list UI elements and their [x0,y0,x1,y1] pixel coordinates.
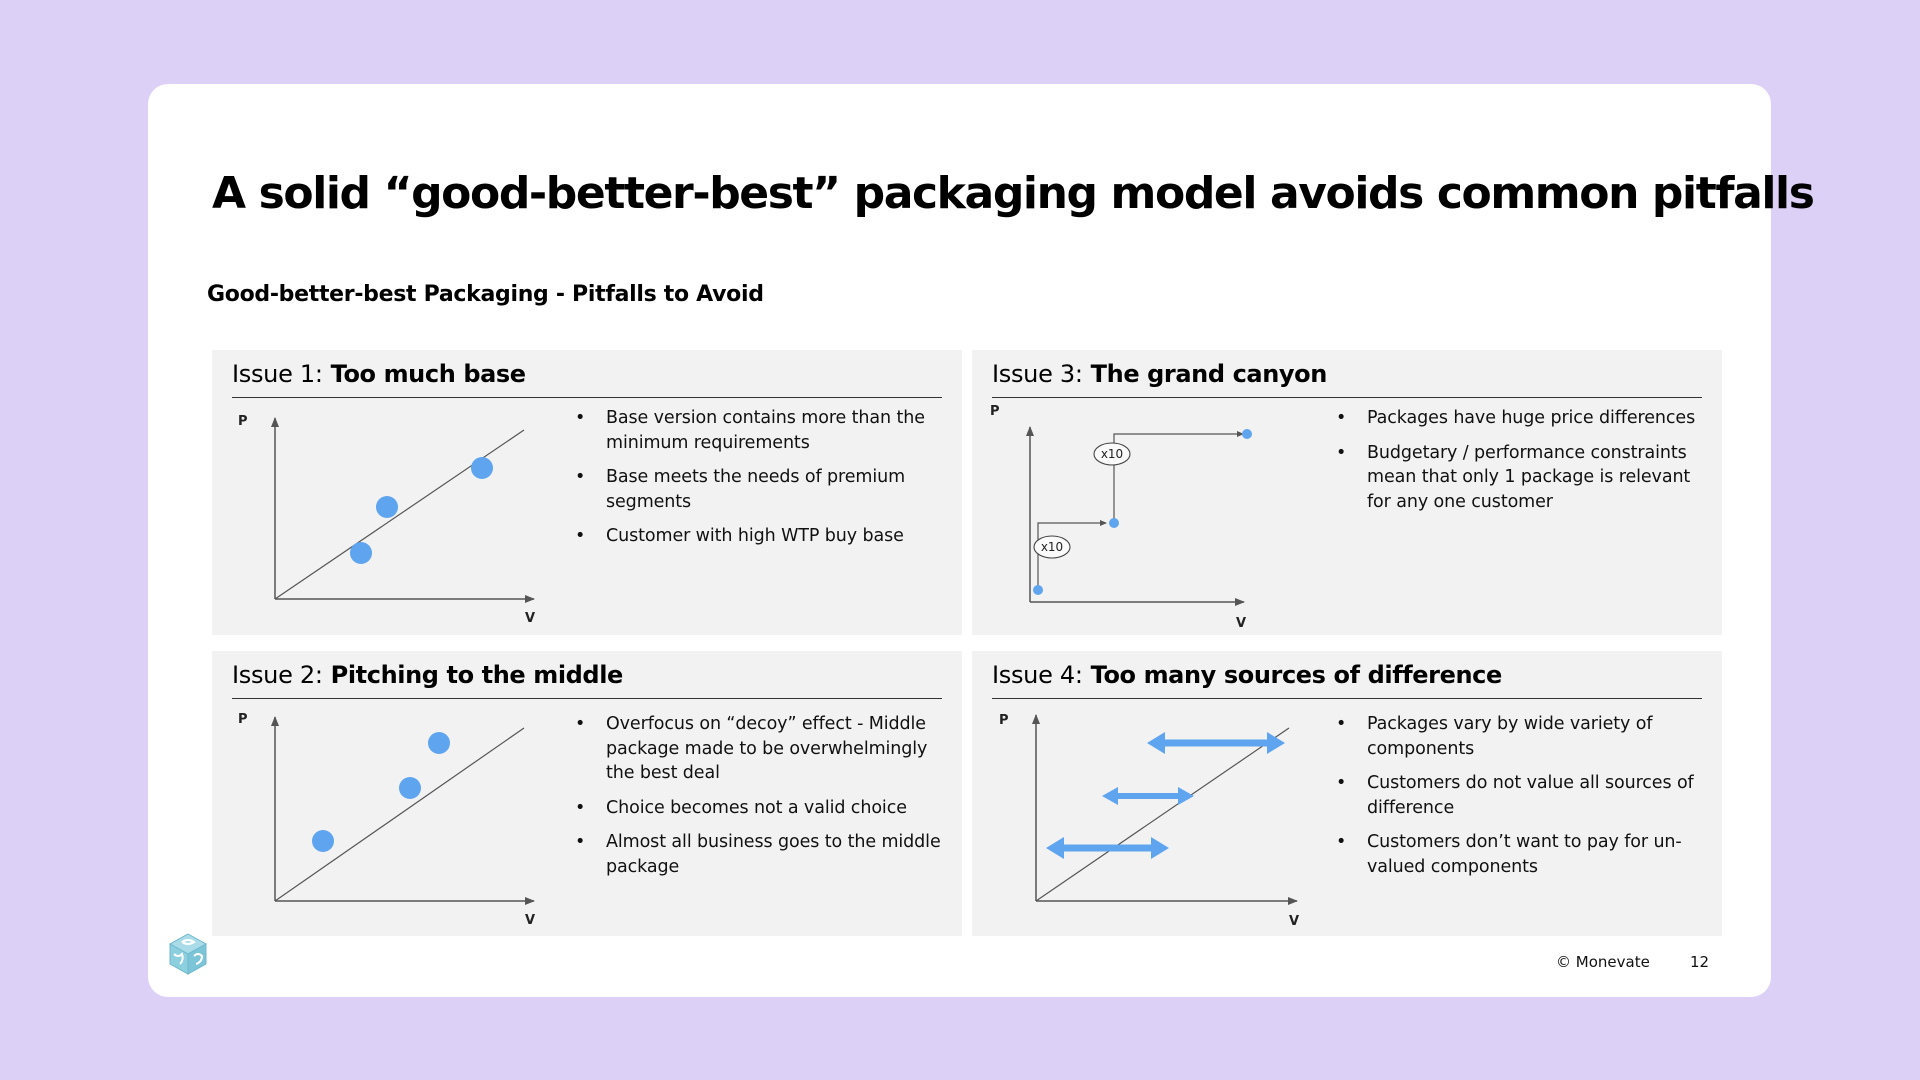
package-dot [1109,518,1119,528]
issue-4-prefix: Issue 4: [992,661,1083,689]
value-line [1035,727,1290,902]
package-dot [350,542,372,564]
v-axis-label: V [1289,914,1299,929]
step-arrow [1113,431,1244,523]
issue-4-bullet: Customers don’t want to pay for un-value… [1336,830,1708,879]
issue-1-header: Issue 1: Too much base [232,360,942,398]
p-axis-label: P [238,414,248,429]
issue-4-header: Issue 4: Too many sources of difference [992,661,1702,699]
issue-3-bullet: Budgetary / performance constraints mean… [1336,441,1706,515]
issue-3-bullet: Packages have huge price differences [1336,406,1706,431]
package-dot [376,496,398,518]
issue-4-bullet: Customers do not value all sources of di… [1336,771,1708,820]
issue-3-diagram: P V x10 x10 [990,404,1252,631]
issue-2-name: Pitching to the middle [330,661,624,689]
package-dot [312,830,334,852]
package-dot [399,777,421,799]
issue-3-header: Issue 3: The grand canyon [992,360,1702,398]
page-number: 12 [1690,953,1710,971]
multiplier-label: x10 [1041,540,1063,554]
package-dot [1242,429,1252,439]
issue-3-panel: Issue 3:The grand canyon P V x10 x10 Pac… [972,350,1722,635]
issue-2-panel: Issue 2:Pitching to the middle P V Overf… [212,651,962,936]
issue-1-diagram: P V [238,414,535,626]
issue-4-diagram: P V [999,713,1299,929]
step-arrow [1037,520,1107,590]
v-axis-label: V [525,913,535,928]
issue-3-bullets: Packages have huge price differences Bud… [1336,406,1706,524]
issue-2-bullet: Overfocus on “decoy” effect - Middle pac… [575,712,955,786]
package-dot [428,732,450,754]
issue-1-bullet: Base meets the needs of premium segments [575,465,955,514]
issue-1-prefix: Issue 1: [232,360,323,388]
package-dot [471,457,493,479]
issue-2-bullets: Overfocus on “decoy” effect - Middle pac… [575,712,955,889]
value-line [274,429,525,600]
issue-3-name: The grand canyon [1090,360,1328,388]
issue-2-bullet: Almost all business goes to the middle p… [575,830,955,879]
double-arrow-icon [1046,837,1169,859]
difference-arrows [1046,732,1285,859]
issue-4-bullet: Packages vary by wide variety of compone… [1336,712,1708,761]
issue-1-bullets: Base version contains more than the mini… [575,406,955,559]
issue-2-header: Issue 2: Pitching to the middle [232,661,942,699]
double-arrow-icon [1147,732,1285,754]
issue-4-bullets: Packages vary by wide variety of compone… [1336,712,1708,889]
p-axis-label: P [990,404,1000,419]
cube-logo-icon [168,933,208,975]
multiplier-badge [1033,535,1071,559]
issue-4-panel: Issue 4: Too many sources of difference P… [972,651,1722,936]
issue-2-bullet: Choice becomes not a valid choice [575,796,955,821]
issue-1-panel: Issue 1:Too much base P V Base version c… [212,350,962,635]
double-arrow-icon [1102,787,1194,805]
v-axis-label: V [1236,616,1246,631]
slide: A solid “good-better-best” packaging mod… [148,84,1815,997]
value-line [274,727,525,902]
copyright: © Monevate [1556,953,1650,971]
slide-subtitle: Good-better-best Packaging - Pitfalls to… [207,282,764,307]
package-dot [1033,585,1043,595]
multiplier-badge [1093,442,1131,466]
multiplier-label: x10 [1101,447,1123,461]
p-axis-label: P [238,712,248,727]
issue-1-name: Too much base [330,360,526,388]
issue-2-prefix: Issue 2: [232,661,323,689]
issue-4-name: Too many sources of difference [1090,661,1503,689]
p-axis-label: P [999,713,1009,728]
v-axis-label: V [525,611,535,626]
issue-3-prefix: Issue 3: [992,360,1083,388]
slide-title: A solid “good-better-best” packaging mod… [212,168,1815,219]
issue-2-diagram: P V [238,712,535,928]
issue-1-bullet: Customer with high WTP buy base [575,524,955,549]
issue-1-bullet: Base version contains more than the mini… [575,406,955,455]
